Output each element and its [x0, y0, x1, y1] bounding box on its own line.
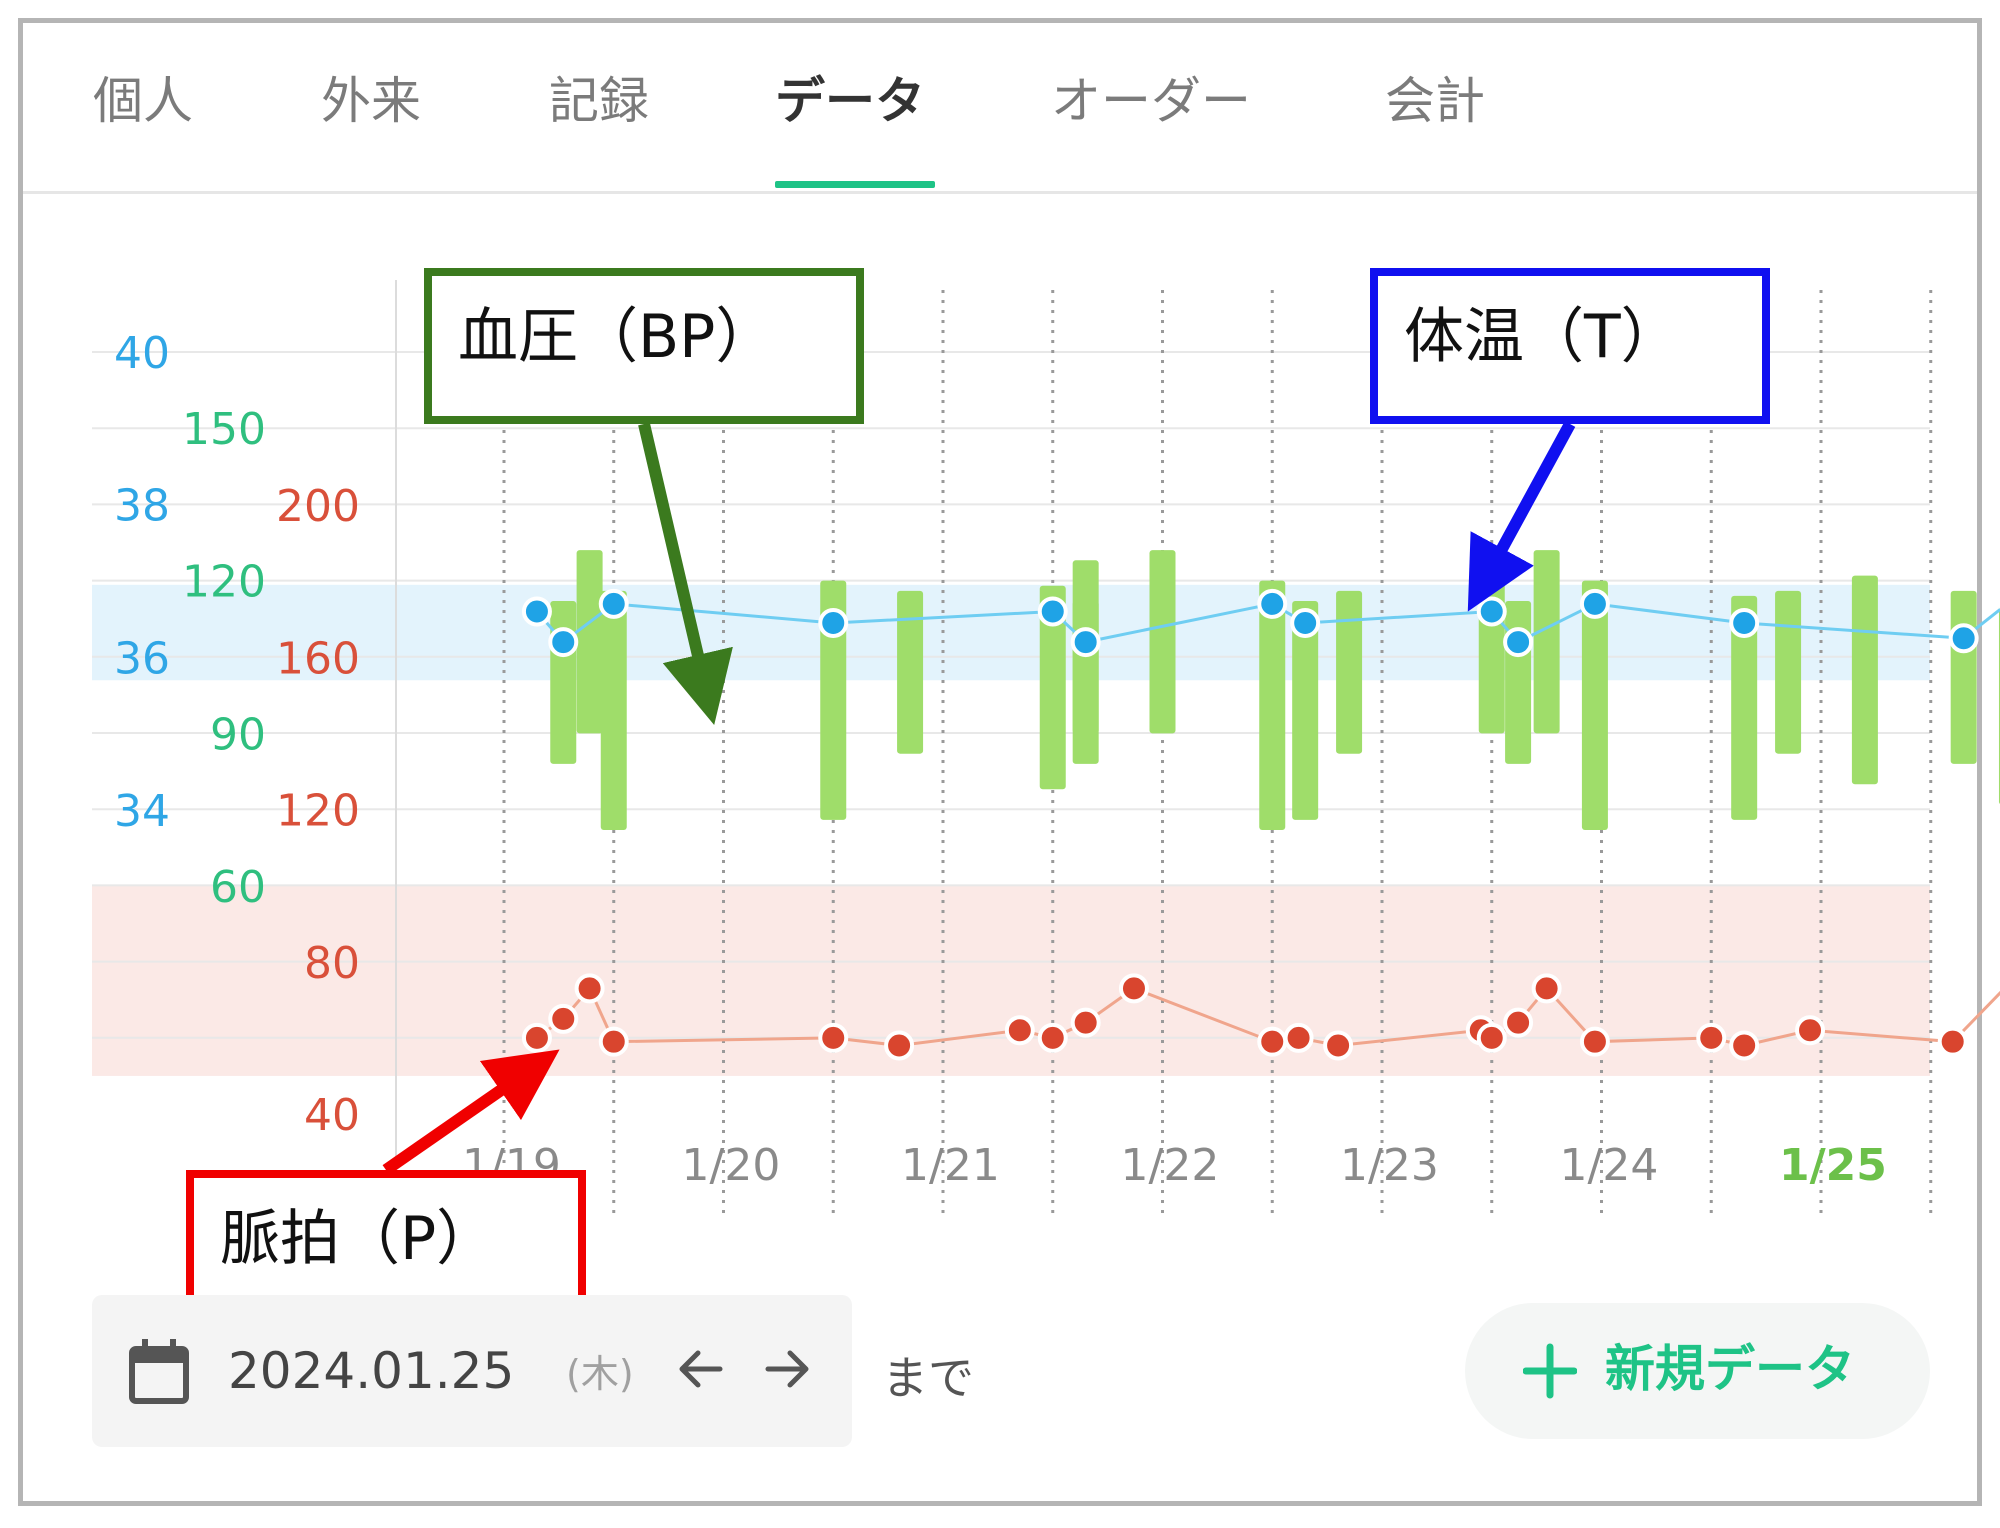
- calendar-icon[interactable]: [128, 1339, 190, 1405]
- callout-p-label: 脈拍（P）: [220, 1204, 497, 1274]
- new-data-button[interactable]: 新規データ: [1465, 1303, 1930, 1439]
- arrow-left-icon[interactable]: [672, 1339, 728, 1399]
- callout-temperature: 体温（T）: [1370, 268, 1770, 424]
- tab-orders[interactable]: オーダー: [1051, 72, 1251, 130]
- date-picker[interactable]: 2024.01.25 (木): [92, 1295, 852, 1447]
- plus-icon: [1523, 1343, 1577, 1399]
- tab-personal[interactable]: 個人: [93, 72, 193, 130]
- tab-bar: 個人 外来 記録 データ オーダー 会計: [23, 23, 1977, 194]
- until-label: まで: [882, 1351, 974, 1405]
- arrow-right-icon[interactable]: [760, 1339, 816, 1399]
- tab-data[interactable]: データ: [775, 72, 925, 130]
- tab-outpatient[interactable]: 外来: [321, 72, 421, 130]
- day-of-week: (木): [566, 1352, 634, 1396]
- selected-date[interactable]: 2024.01.25: [228, 1342, 515, 1400]
- tab-records[interactable]: 記録: [549, 72, 649, 130]
- new-data-label: 新規データ: [1605, 1340, 1855, 1398]
- active-tab-indicator: [775, 181, 935, 188]
- tab-billing[interactable]: 会計: [1385, 72, 1485, 130]
- callout-t-label: 体温（T）: [1404, 302, 1681, 372]
- callout-bp-label: 血圧（BP）: [458, 302, 776, 372]
- callout-blood-pressure: 血圧（BP）: [424, 268, 864, 424]
